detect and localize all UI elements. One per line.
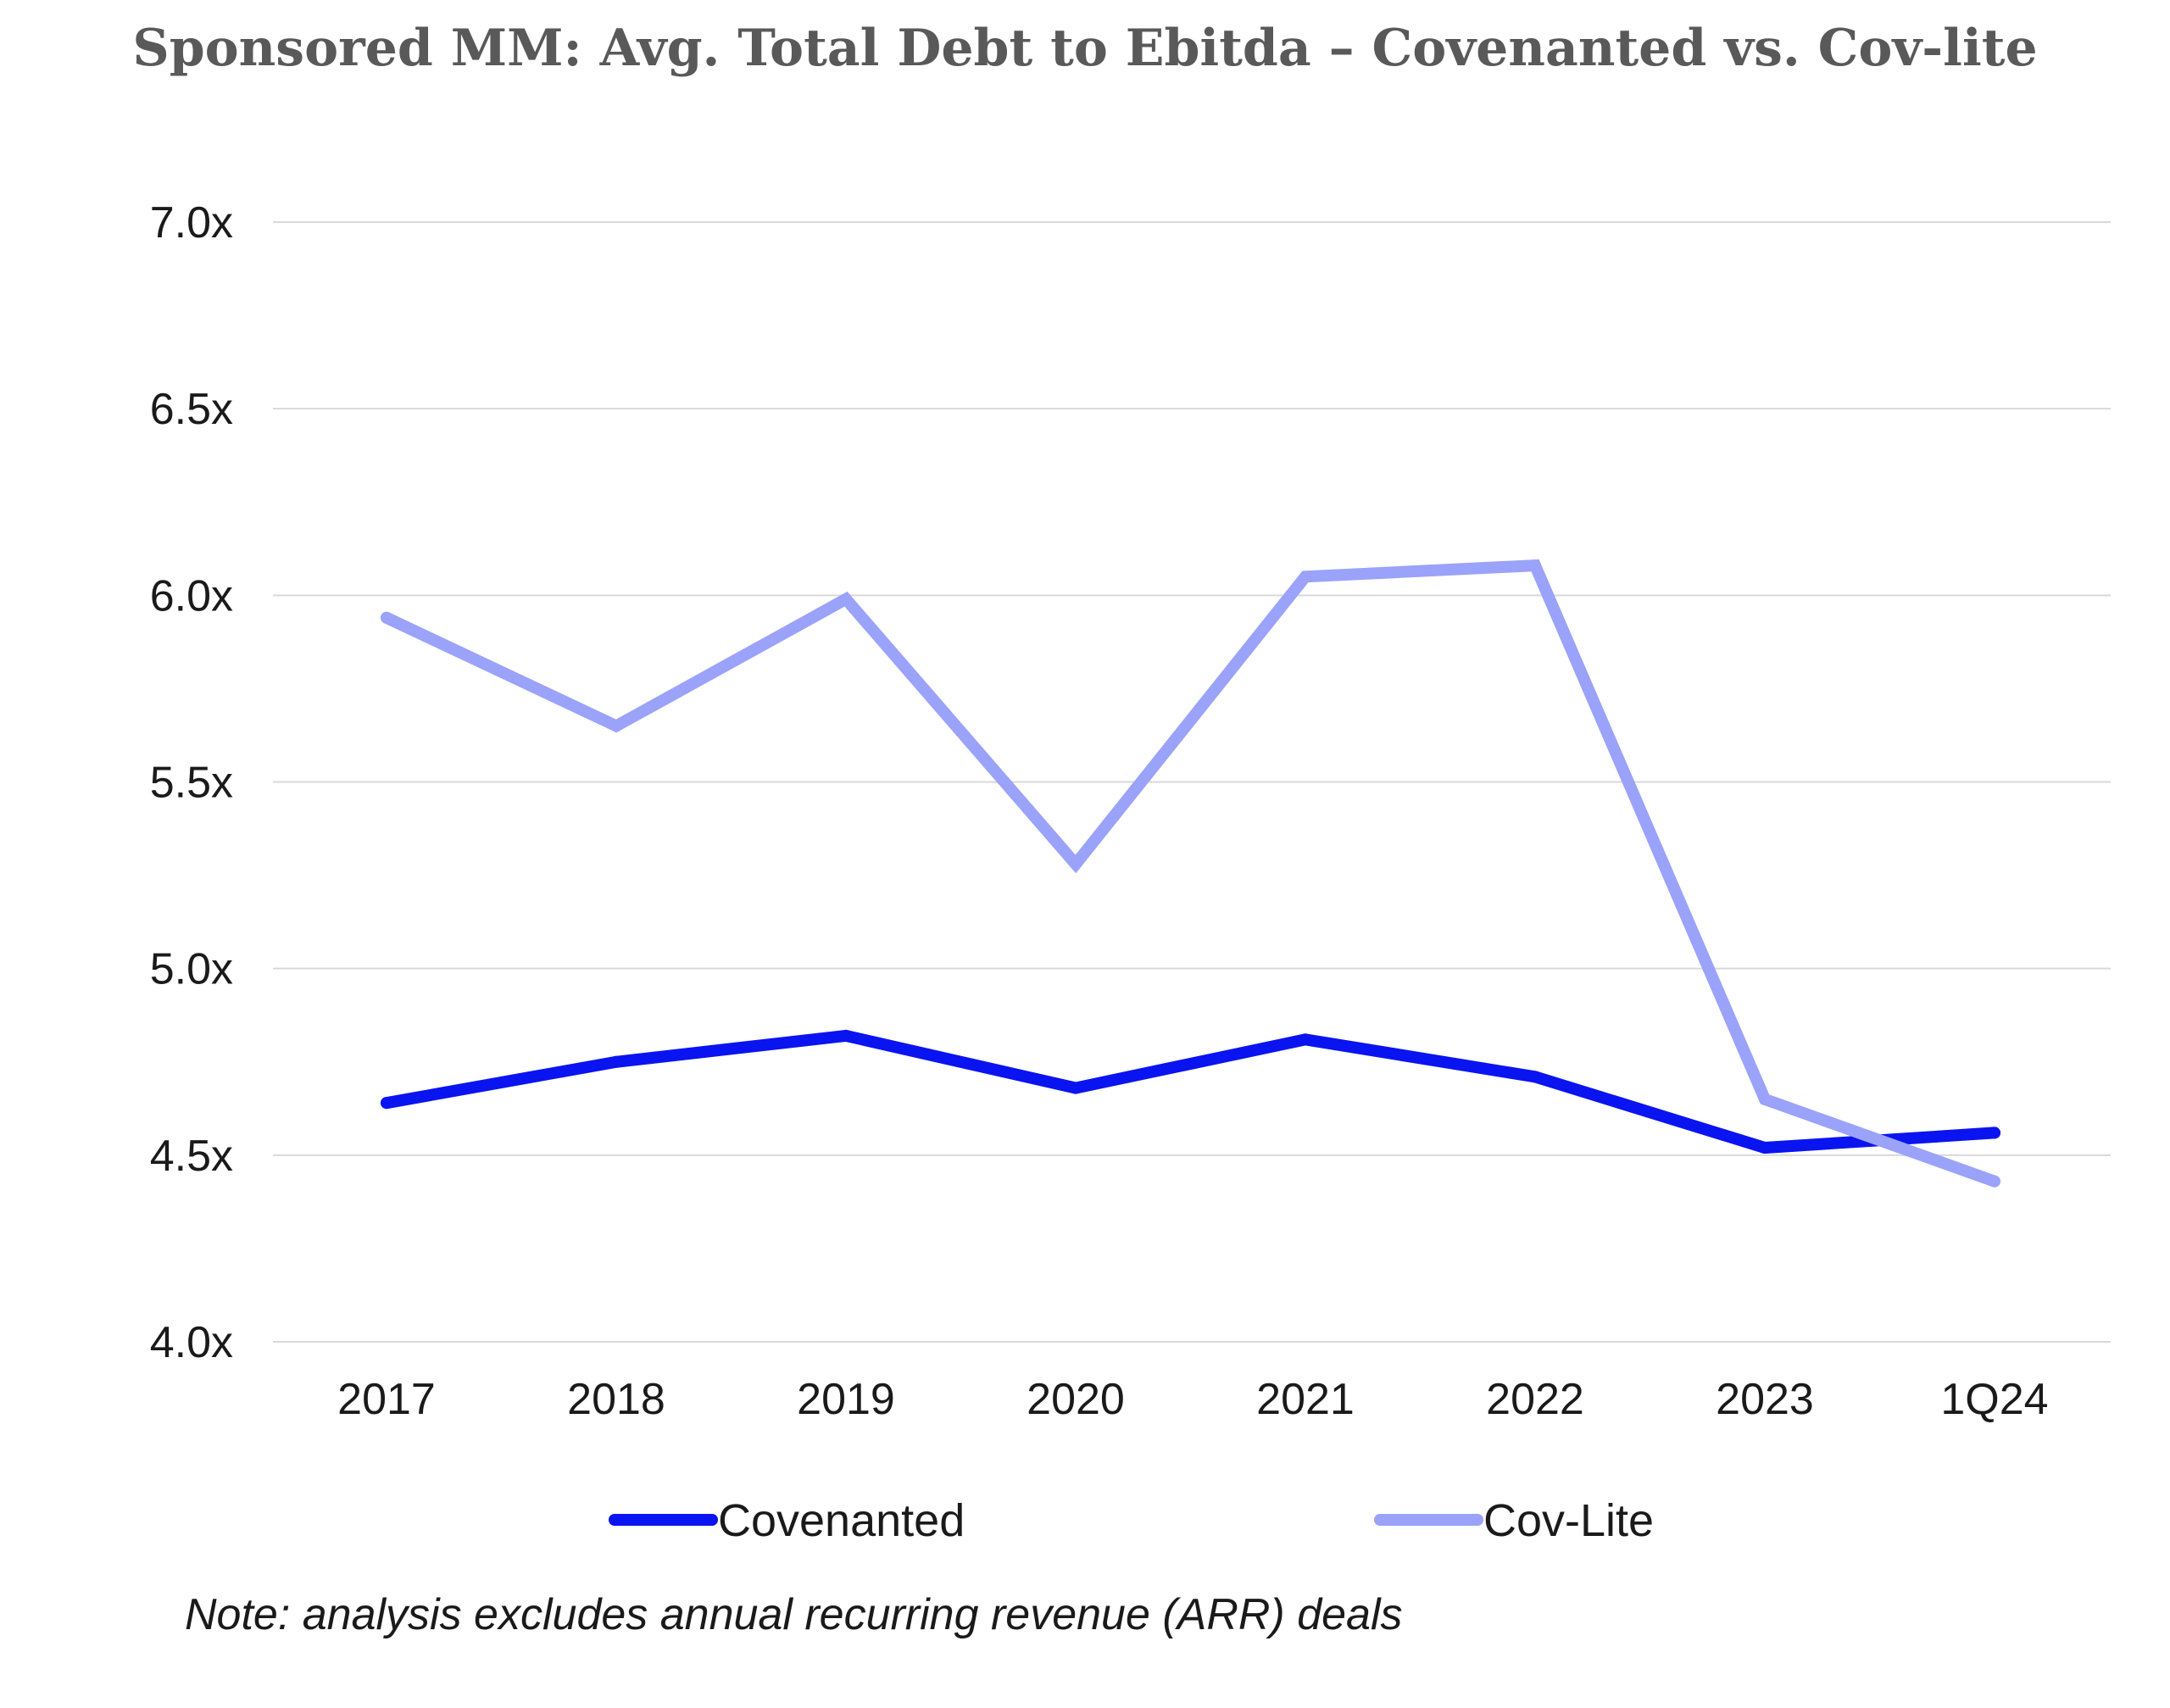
data-point: [1299, 570, 1311, 583]
legend: Covenanted Cov-Lite: [609, 1495, 1654, 1546]
data-point: [1070, 1082, 1082, 1094]
legend-label: Covenanted: [718, 1495, 965, 1546]
data-point: [1989, 1127, 2000, 1139]
y-tick-label: 4.0x: [150, 1318, 233, 1367]
data-point: [1759, 1142, 1771, 1154]
x-tick-label: 2017: [337, 1375, 436, 1424]
y-tick-label: 4.5x: [150, 1132, 233, 1181]
x-tick-label: 2019: [797, 1375, 895, 1424]
data-point: [610, 1055, 622, 1068]
gridlines: [273, 221, 2111, 1343]
data-point: [610, 720, 622, 732]
data-point: [381, 611, 392, 624]
x-tick-label: 2021: [1256, 1375, 1355, 1424]
data-point: [1759, 1093, 1771, 1105]
data-point: [381, 1097, 392, 1110]
series-line-covenanted: [381, 1029, 2000, 1154]
data-point: [1989, 1175, 2000, 1188]
data-point: [1070, 858, 1082, 871]
y-tick-label: 5.0x: [150, 945, 233, 994]
x-tick-label: 2018: [567, 1375, 665, 1424]
data-point: [840, 593, 852, 605]
y-tick-label: 6.0x: [150, 571, 233, 620]
y-axis: 4.0x 4.5x 5.0x 5.5x 6.0x 6.5x 7.0x: [150, 198, 233, 1367]
y-tick-label: 6.5x: [150, 385, 233, 434]
x-tick-label: 2023: [1716, 1375, 1814, 1424]
x-tick-label: 1Q24: [1940, 1375, 2048, 1424]
y-tick-label: 5.5x: [150, 759, 233, 808]
y-tick-label: 7.0x: [150, 198, 233, 248]
series-line-cov-lite: [381, 559, 2000, 1188]
x-tick-label: 2022: [1486, 1375, 1584, 1424]
data-point: [1299, 1033, 1311, 1046]
legend-label: Cov-Lite: [1483, 1495, 1654, 1546]
x-tick-label: 2020: [1027, 1375, 1125, 1424]
data-point: [840, 1029, 852, 1042]
data-point: [1529, 559, 1541, 572]
chart-note: Note: analysis excludes annual recurring…: [185, 1590, 1403, 1639]
series-lines: [381, 559, 2000, 1188]
data-point: [1529, 1071, 1541, 1083]
chart-title: Sponsored MM: Avg. Total Debt to Ebitda …: [132, 19, 2038, 78]
x-axis: 2017 2018 2019 2020 2021 2022 2023 1Q24: [337, 1375, 2048, 1424]
